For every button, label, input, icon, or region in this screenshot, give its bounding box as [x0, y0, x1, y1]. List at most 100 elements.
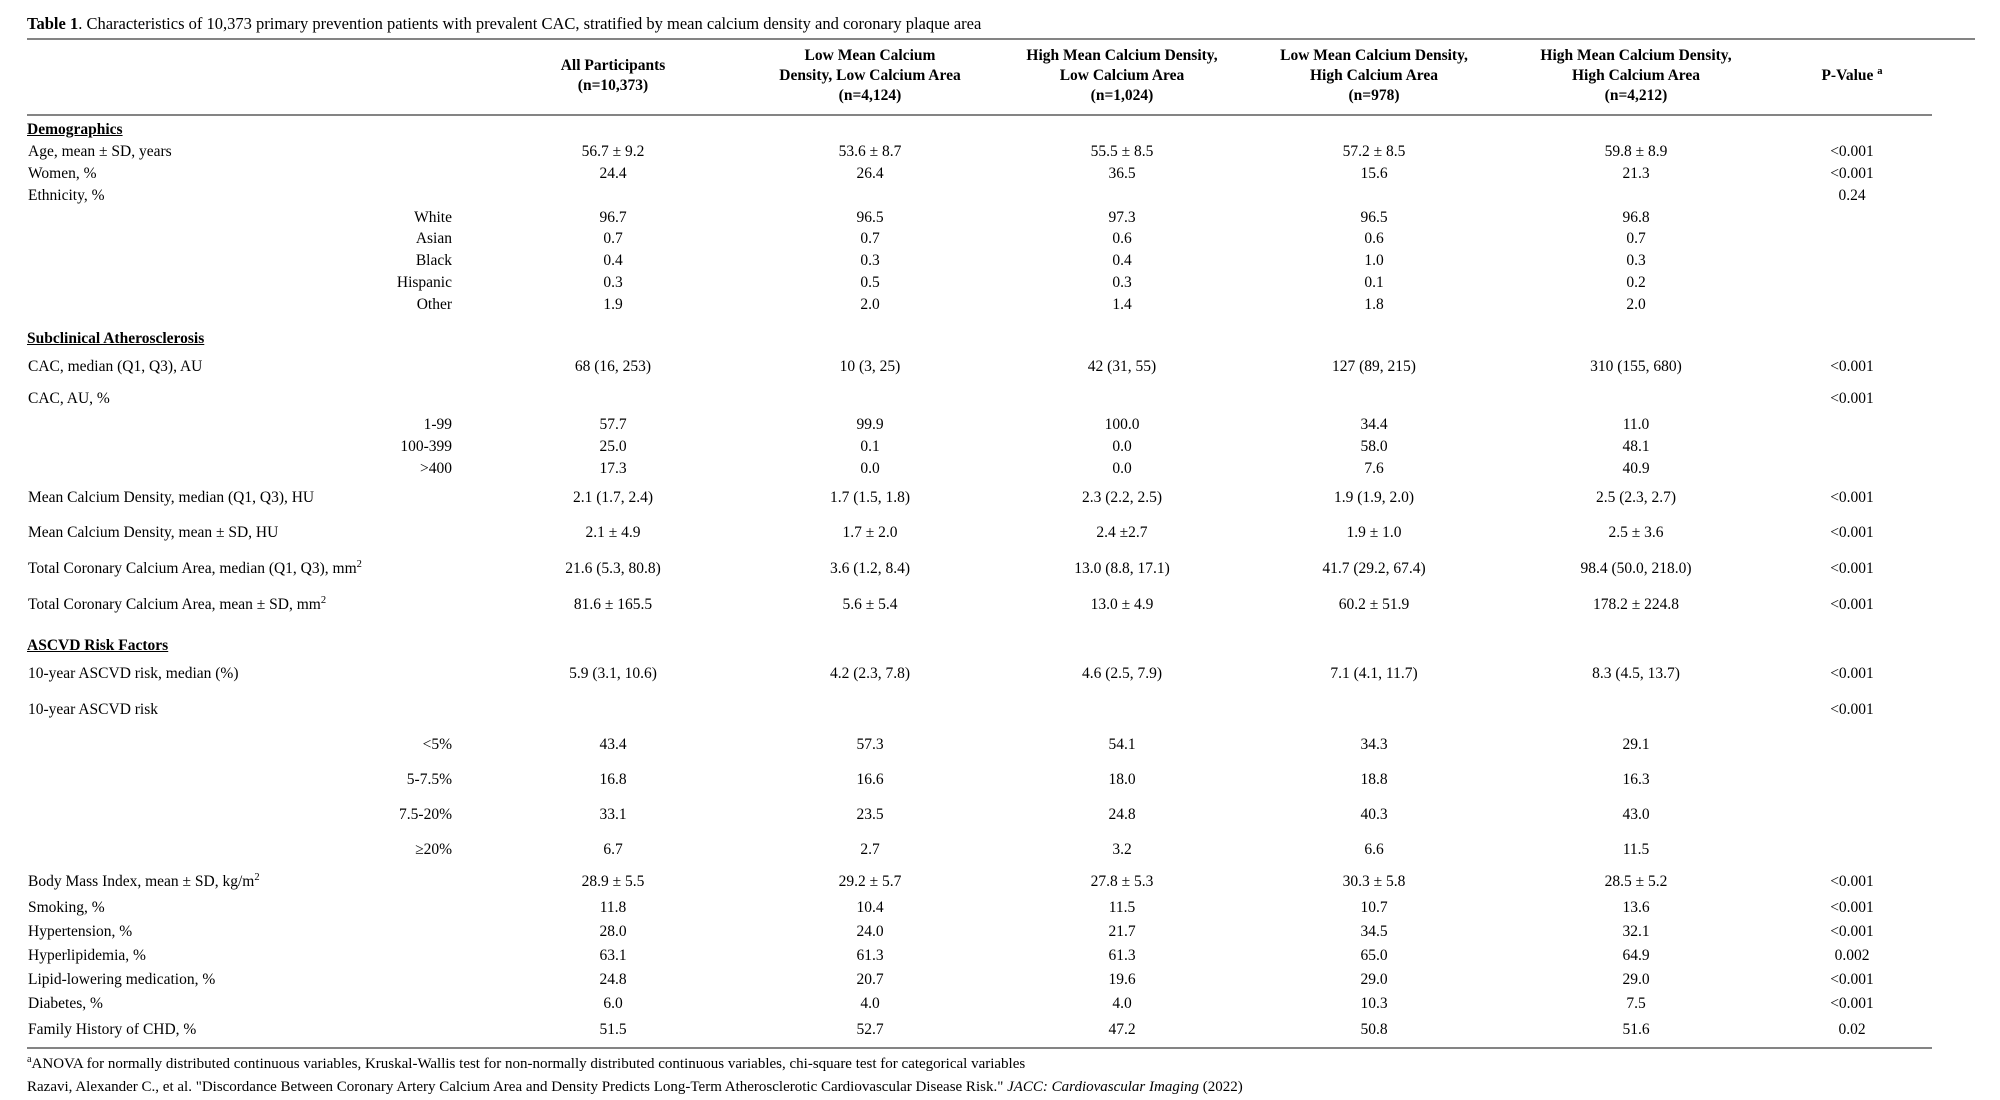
cell-value: 99.9	[856, 415, 884, 433]
row-label: CAC, median (Q1, Q3), AU	[28, 357, 203, 375]
characteristics-table: All Participants (n=10,373) Low Mean Calci…	[27, 40, 1932, 1050]
cell-value: 47.2	[996, 1016, 1248, 1050]
row-label: Women, %	[28, 164, 97, 182]
cell-pvalue: <0.001	[1830, 142, 1874, 160]
table-row: 7.5-20% 33.1 23.5 24.8 40.3 43.0	[27, 798, 1932, 833]
row-label: Hyperlipidemia, %	[28, 947, 146, 965]
cell-value: 127 (89, 215)	[1332, 357, 1416, 375]
cell-value: 15.6	[1360, 164, 1388, 182]
cell-pvalue	[1772, 229, 1932, 251]
table-row: 1-99 57.7 99.9 100.0 34.4 11.0	[27, 414, 1932, 436]
cell-pvalue: <0.001	[1830, 899, 1874, 917]
cell-value: 29.0	[1622, 971, 1650, 989]
cell-pvalue	[1772, 798, 1932, 833]
cell-value: 8.3 (4.5, 13.7)	[1592, 665, 1680, 683]
cell-value: 2.5 ± 3.6	[1608, 524, 1664, 542]
cell-pvalue: <0.001	[1830, 524, 1874, 542]
cell-value	[1500, 185, 1772, 207]
cell-pvalue	[1772, 436, 1932, 458]
citation-year: (2022)	[1199, 1078, 1243, 1095]
cell-value: 20.7	[856, 971, 884, 989]
section-row: Demographics	[27, 115, 1932, 141]
cell-value: 42 (31, 55)	[1087, 357, 1157, 375]
cell-pvalue: <0.001	[1830, 700, 1874, 718]
cell-value: 96.5	[856, 208, 884, 226]
row-label: Body Mass Index, mean ± SD, kg/m2	[28, 871, 260, 890]
cell-value: 21.7	[1108, 923, 1136, 941]
cell-value: 4.2 (2.3, 7.8)	[829, 665, 911, 683]
cell-value: 34.3	[1360, 736, 1388, 754]
table-row: >400 17.3 0.0 0.0 7.6 40.9	[27, 458, 1932, 480]
cell-value	[1248, 185, 1500, 207]
cell-value	[744, 185, 996, 207]
cell-value	[1500, 385, 1772, 414]
cell-pvalue	[1772, 295, 1932, 317]
cell-value: 24.8	[1108, 806, 1136, 824]
cell-value: 26.4	[856, 164, 884, 182]
cell-value: 2.3 (2.2, 2.5)	[1081, 488, 1163, 506]
cell-pvalue: <0.001	[1830, 872, 1874, 890]
cell-value: 53.6 ± 8.7	[838, 142, 902, 160]
cell-value: 13.6	[1622, 899, 1650, 917]
cell-value: 57.2 ± 8.5	[1342, 142, 1406, 160]
row-label: Lipid-lowering medication, %	[28, 971, 216, 989]
cell-value: 68 (16, 253)	[574, 357, 652, 375]
cell-value: 4.0	[1112, 995, 1132, 1013]
cell-pvalue	[1772, 458, 1932, 480]
row-label: 1-99	[423, 415, 452, 433]
cell-value: 2.1 ± 4.9	[585, 524, 641, 542]
cell-value: 18.8	[1360, 771, 1388, 789]
table-row: <5% 43.4 57.3 54.1 34.3 29.1	[27, 728, 1932, 763]
cell-value: 7.1 (4.1, 11.7)	[1330, 665, 1418, 683]
cell-value: 4.6 (2.5, 7.9)	[1081, 665, 1163, 683]
cell-value: 0.6	[1364, 230, 1384, 248]
row-label: Smoking, %	[28, 899, 105, 917]
column-header: Low Mean Calcium Density, High Calcium Ar…	[1248, 40, 1500, 117]
cell-value: 4.0	[860, 995, 880, 1013]
cell-value: 0.2	[1626, 274, 1646, 292]
cell-value: 178.2 ± 224.8	[1592, 596, 1679, 614]
cell-value: 0.5	[860, 274, 880, 292]
table-header-row: All Participants (n=10,373) Low Mean Calci…	[27, 40, 1932, 117]
cell-value: 1.0	[1364, 252, 1384, 270]
table-row: Hypertension, % 28.0 24.0 21.7 34.5 32.1 <0.00…	[27, 921, 1932, 945]
table-row: Mean Calcium Density, median (Q1, Q3), H…	[27, 480, 1932, 516]
row-label: Mean Calcium Density, median (Q1, Q3), H…	[28, 488, 315, 506]
cell-value: 34.5	[1360, 923, 1388, 941]
cell-value: 3.2	[1112, 841, 1132, 859]
table-row: Diabetes, % 6.0 4.0 4.0 10.3 7.5 <0.001	[27, 993, 1932, 1017]
cell-pvalue: <0.001	[1830, 357, 1874, 375]
cell-value: 10.7	[1360, 899, 1388, 917]
cell-value: 58.0	[1360, 437, 1388, 455]
cell-value: 5.6 ± 5.4	[842, 596, 898, 614]
cell-value	[1500, 692, 1772, 728]
cell-value: 2.0	[1626, 296, 1646, 314]
cell-value: 43.0	[1622, 806, 1650, 824]
cell-value: 28.9 ± 5.5	[581, 872, 645, 890]
cell-value: 2.0	[860, 296, 880, 314]
citation-text: Razavi, Alexander C., et al. "Discordanc…	[27, 1078, 1008, 1095]
row-label: Hypertension, %	[28, 923, 133, 941]
cell-value: 0.7	[860, 230, 880, 248]
cell-pvalue: <0.001	[1830, 995, 1874, 1013]
cell-value: 96.7	[599, 208, 627, 226]
row-label: <5%	[422, 736, 452, 754]
cell-pvalue: <0.001	[1830, 665, 1874, 683]
cell-value	[996, 185, 1248, 207]
cell-value: 0.3	[1626, 252, 1646, 270]
cell-value: 1.9 (1.9, 2.0)	[1333, 488, 1415, 506]
cell-value: 48.1	[1622, 437, 1650, 455]
table-row: ≥20% 6.7 2.7 3.2 6.6 11.5	[27, 833, 1932, 868]
table-title-label: Table 1	[27, 14, 79, 33]
row-label: Mean Calcium Density, mean ± SD, HU	[28, 524, 279, 542]
cell-value	[744, 692, 996, 728]
table-row: CAC, AU, % <0.001	[27, 385, 1932, 414]
row-label: CAC, AU, %	[28, 390, 110, 408]
section-cell: Subclinical Atherosclerosis	[27, 317, 1932, 350]
cell-value: 11.5	[1622, 841, 1650, 859]
cell-value: 97.3	[1108, 208, 1136, 226]
cell-value: 52.7	[744, 1016, 996, 1050]
cell-value: 100.0	[1104, 415, 1140, 433]
cell-value: 50.8	[1248, 1016, 1500, 1050]
cell-value: 5.9 (3.1, 10.6)	[569, 665, 657, 683]
